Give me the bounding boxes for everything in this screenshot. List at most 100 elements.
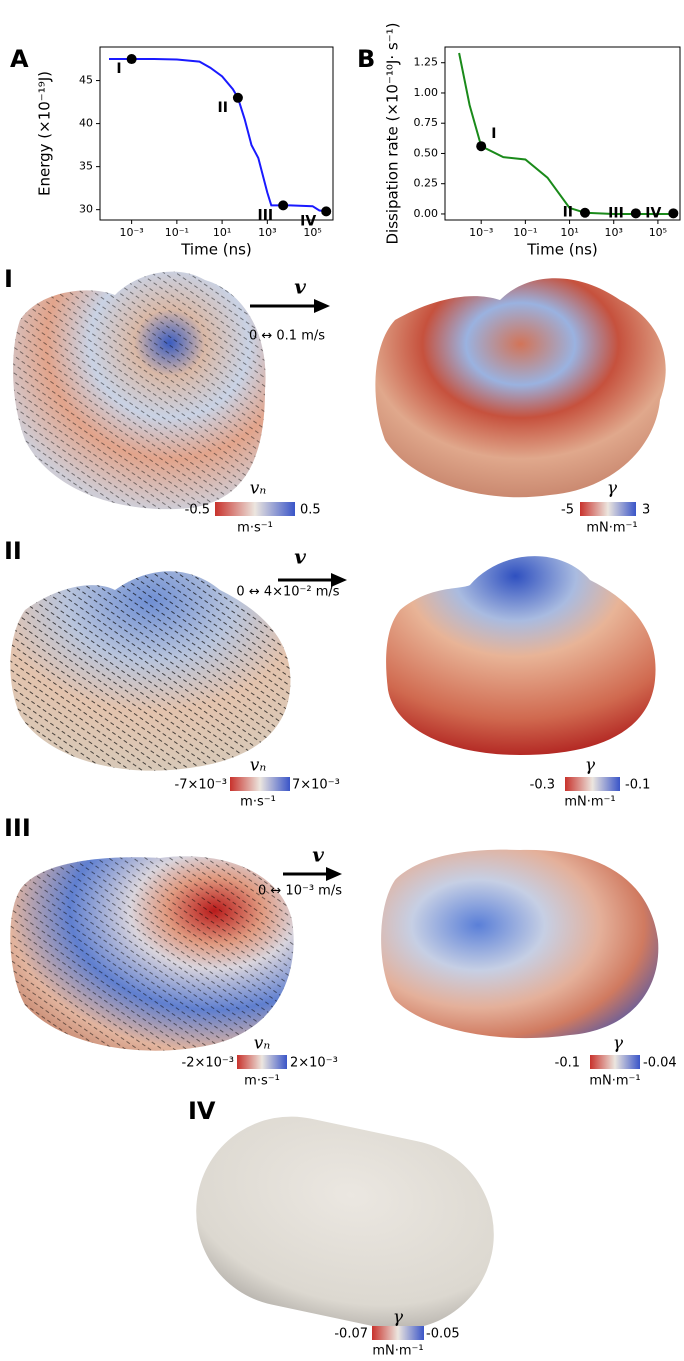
x-tick-label: 10⁻³ — [469, 226, 493, 239]
colorbar-symbol: vₙ — [250, 479, 267, 499]
x-tick-label: 10¹ — [560, 226, 578, 239]
panel-label: III — [4, 814, 31, 842]
colorbar-min: -0.1 — [555, 1056, 580, 1071]
state-marker — [278, 200, 289, 211]
colorbar-min: -7×10⁻³ — [175, 778, 227, 793]
y-tick-label: 0.25 — [414, 177, 439, 190]
x-tick-label: 10⁵ — [649, 226, 667, 239]
x-tick-label: 10⁻¹ — [513, 226, 537, 239]
velocity-scale: 0 ↔ 10⁻³ m/s — [258, 884, 342, 899]
panel-label: II — [4, 537, 22, 565]
colorbar-max: 2×10⁻³ — [290, 1056, 338, 1071]
colorbar-symbol: γ — [607, 479, 618, 499]
vector-symbol: v — [294, 545, 306, 569]
panel-letter: A — [10, 45, 29, 73]
y-tick-label: 0.50 — [414, 146, 439, 159]
state-label: I — [116, 61, 121, 77]
colorbar-max: -0.1 — [625, 778, 650, 793]
y-tick-label: 35 — [79, 160, 93, 173]
colorbar — [372, 1326, 424, 1340]
colorbar-unit: mN·m⁻¹ — [564, 795, 615, 810]
colorbar-unit: m·s⁻¹ — [240, 795, 276, 810]
colorbar-min: -0.07 — [334, 1327, 368, 1342]
colorbar-min: -2×10⁻³ — [182, 1056, 234, 1071]
state-marker — [321, 206, 332, 217]
x-axis-label: Time (ns) — [180, 241, 252, 259]
panel-letter: B — [357, 45, 375, 73]
state-marker — [668, 208, 679, 219]
state-label: I — [491, 126, 496, 142]
colorbar-max: 0.5 — [300, 503, 321, 518]
velocity-arrow-head — [326, 867, 342, 881]
velocity-field — [10, 856, 294, 1051]
y-tick-label: 40 — [79, 117, 93, 130]
y-axis-label: Energy (×10⁻¹⁹J) — [36, 71, 54, 196]
colorbar — [215, 502, 295, 516]
state-marker — [232, 92, 243, 103]
surface-tension — [375, 278, 666, 498]
panel-label: IV — [188, 1097, 216, 1125]
velocity-field — [10, 571, 291, 771]
colorbar-unit: mN·m⁻¹ — [372, 1344, 423, 1359]
velocity-arrow-head — [314, 299, 330, 313]
x-tick-label: 10⁵ — [303, 226, 321, 239]
colorbar-symbol: vₙ — [250, 756, 267, 776]
y-tick-label: 0.75 — [414, 116, 439, 129]
y-tick-label: 1.25 — [414, 56, 439, 69]
x-tick-label: 10³ — [605, 226, 623, 239]
colorbar-min: -5 — [561, 503, 574, 518]
colorbar — [590, 1055, 640, 1069]
colorbar — [580, 502, 636, 516]
colorbar-unit: mN·m⁻¹ — [586, 521, 637, 536]
x-tick-label: 10⁻³ — [120, 226, 144, 239]
colorbar — [230, 777, 290, 791]
x-tick-label: 10¹ — [213, 226, 231, 239]
surface-tension — [386, 556, 656, 755]
vector-symbol: v — [294, 275, 306, 299]
colorbar-min: -0.3 — [530, 778, 555, 793]
colorbar-max: -0.05 — [426, 1327, 460, 1342]
y-tick-label: 1.00 — [414, 86, 439, 99]
x-tick-label: 10³ — [258, 226, 276, 239]
state-marker — [630, 208, 641, 219]
colorbar — [565, 777, 620, 791]
state-label: IV — [645, 205, 661, 221]
y-tick-label: 0.00 — [414, 207, 439, 220]
colorbar-max: 3 — [642, 503, 650, 518]
state-label: IV — [300, 213, 316, 229]
colorbar — [237, 1055, 287, 1069]
colorbar-max: -0.04 — [643, 1056, 677, 1071]
colorbar-unit: m·s⁻¹ — [237, 521, 273, 536]
velocity-arrow-head — [331, 573, 347, 587]
colorbar-symbol: vₙ — [254, 1034, 271, 1054]
data-line — [458, 52, 674, 215]
state-marker — [579, 207, 590, 218]
surface-tension — [381, 849, 659, 1039]
y-tick-label: 45 — [79, 74, 93, 87]
velocity-field — [13, 271, 266, 510]
x-tick-label: 10⁻¹ — [165, 226, 189, 239]
velocity-scale: 0 ↔ 0.1 m/s — [249, 329, 325, 344]
panel-label: I — [4, 265, 13, 293]
velocity-scale: 0 ↔ 4×10⁻² m/s — [236, 585, 339, 600]
colorbar-unit: m·s⁻¹ — [244, 1074, 280, 1089]
surface-tension — [196, 1116, 494, 1330]
state-label: III — [258, 207, 274, 223]
colorbar-unit: mN·m⁻¹ — [589, 1074, 640, 1089]
state-label: II — [563, 205, 573, 221]
plot-frame — [444, 46, 681, 221]
colorbar-max: 7×10⁻³ — [292, 778, 340, 793]
vector-symbol: v — [312, 843, 324, 867]
data-line — [109, 58, 329, 213]
y-axis-label: Dissipation rate (×10⁻¹⁰J· s⁻¹) — [384, 23, 402, 245]
x-axis-label: Time (ns) — [526, 241, 598, 259]
state-marker — [126, 54, 137, 65]
colorbar-symbol: γ — [613, 1034, 624, 1054]
colorbar-min: -0.5 — [185, 503, 210, 518]
y-tick-label: 30 — [79, 203, 93, 216]
colorbar-symbol: γ — [393, 1308, 404, 1328]
state-label: II — [217, 100, 227, 116]
colorbar-symbol: γ — [585, 756, 596, 776]
state-label: III — [608, 205, 624, 221]
